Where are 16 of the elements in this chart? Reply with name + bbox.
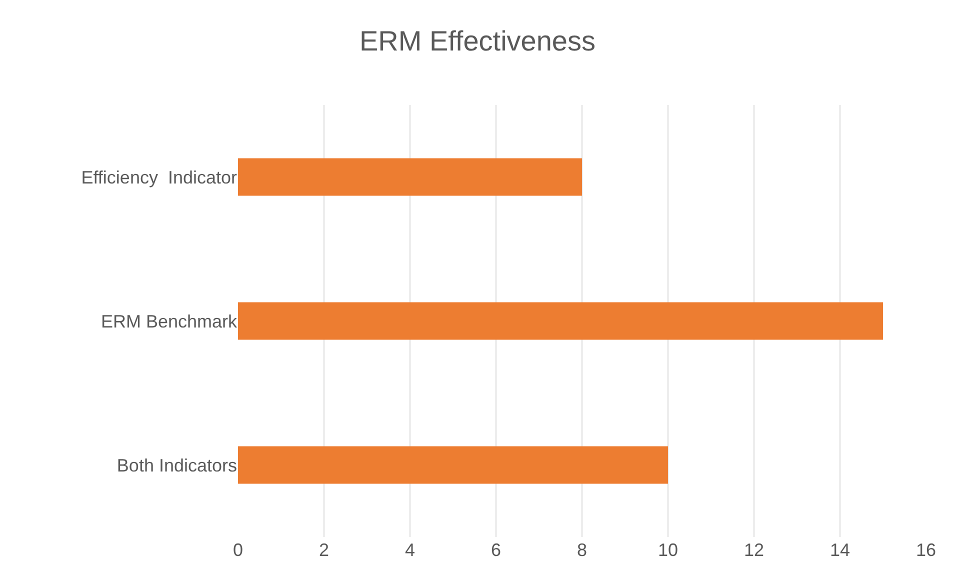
- x-tick-label: 4: [404, 540, 416, 560]
- x-tick-label: 2: [318, 540, 330, 560]
- y-tick-label: Both Indicators: [116, 455, 237, 476]
- bar: [238, 446, 668, 484]
- y-tick-label: Efficiency Indicator: [81, 167, 237, 188]
- x-tick-label: 12: [744, 540, 764, 560]
- x-tick-label: 8: [576, 540, 588, 560]
- bar: [238, 158, 582, 196]
- x-tick-label: 0: [232, 540, 244, 560]
- x-tick-label: 6: [490, 540, 502, 560]
- x-tick-label: 16: [916, 540, 936, 560]
- y-tick-label: ERM Benchmark: [100, 311, 238, 332]
- chart-title: ERM Effectiveness: [359, 25, 596, 56]
- bar: [238, 302, 883, 340]
- x-tick-label: 10: [658, 540, 678, 560]
- x-tick-label: 14: [830, 540, 850, 560]
